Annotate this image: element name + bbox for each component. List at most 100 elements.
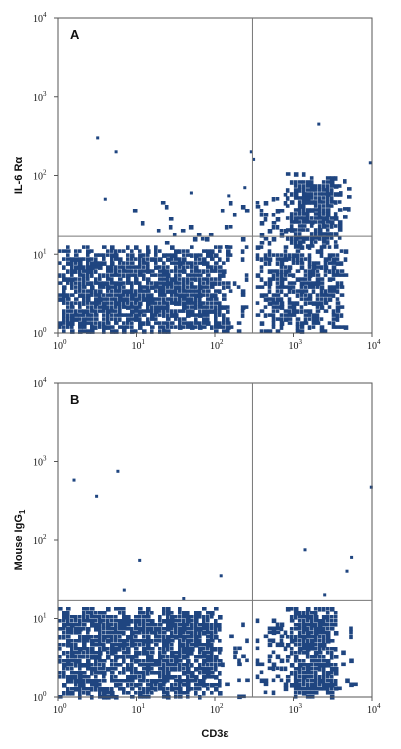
event-cluster-pixel [182, 277, 186, 282]
event-cluster-pixel [305, 184, 311, 188]
event-cluster-pixel [309, 687, 315, 691]
event-cluster-pixel [313, 687, 319, 691]
event-cluster-pixel [110, 301, 114, 305]
event-cluster-pixel [263, 237, 269, 241]
event-cluster-pixel [222, 293, 227, 297]
event-cluster-pixel [313, 188, 318, 192]
event-cluster-pixel [134, 245, 139, 250]
x-tick-label: 101 [132, 702, 146, 716]
event-cluster-pixel [150, 297, 155, 302]
event-cluster-pixel [267, 229, 273, 234]
event-cluster-pixel [174, 667, 178, 672]
event-cluster-pixel [138, 317, 142, 322]
event-cluster-pixel [74, 631, 79, 635]
event-cluster-pixel [267, 630, 273, 635]
event-cluster-pixel [335, 257, 340, 261]
event-cluster-pixel [202, 257, 207, 262]
event-cluster-pixel [106, 687, 110, 692]
event-cluster-pixel [255, 618, 260, 624]
event-cluster-pixel [210, 643, 214, 648]
event-cluster-pixel [325, 639, 331, 644]
event-cluster-pixel [90, 687, 94, 692]
event-cluster-pixel [244, 245, 249, 249]
event-cluster-pixel [186, 277, 190, 282]
event-cluster-pixel [170, 643, 174, 647]
event-cluster-pixel [339, 293, 345, 297]
event-cluster-pixel [283, 285, 289, 289]
event-cluster-pixel [194, 321, 199, 325]
event-cluster-pixel [194, 627, 199, 632]
event-cluster-pixel [287, 313, 293, 317]
event-cluster-pixel [190, 647, 195, 652]
event-cluster-pixel [82, 329, 87, 333]
event-cluster-pixel [198, 643, 203, 647]
event-cluster-pixel [118, 297, 123, 302]
event-cluster-pixel [321, 232, 327, 236]
event-cluster-pixel [309, 631, 314, 635]
event-cluster-pixel [259, 233, 265, 238]
event-cluster-pixel [283, 249, 288, 253]
event-cluster-pixel [102, 615, 106, 619]
event-cluster-pixel [319, 265, 324, 270]
event-cluster-pixel [106, 321, 111, 325]
event-cluster-pixel [66, 691, 71, 696]
event-cluster-pixel [271, 221, 277, 225]
event-cluster-pixel [146, 285, 150, 290]
event-cluster-pixel [311, 321, 317, 325]
event-cluster-pixel [307, 293, 313, 298]
event-cluster-pixel [218, 663, 223, 667]
event-cluster-pixel [311, 313, 317, 318]
event-cluster-pixel [301, 180, 306, 184]
event-cluster-pixel [309, 184, 315, 189]
event-cluster-pixel [94, 679, 99, 684]
event-cluster-pixel [166, 687, 170, 691]
event-cluster-pixel [198, 611, 202, 616]
event-cluster-pixel [70, 293, 75, 297]
event-cluster-pixel [182, 619, 186, 624]
event-cluster-pixel [241, 622, 245, 628]
event-cluster-pixel [90, 643, 95, 647]
event-cluster-pixel [178, 651, 182, 656]
event-cluster-pixel [202, 691, 206, 696]
event-cluster-pixel [190, 623, 194, 628]
event-cluster-pixel [240, 237, 246, 242]
event-cluster-pixel [317, 196, 322, 201]
event-cluster-pixel [295, 257, 300, 262]
event-cluster-pixel [275, 253, 280, 257]
event-cluster-pixel [178, 249, 182, 254]
event-cluster-pixel [142, 651, 147, 656]
event-cluster-pixel [333, 647, 338, 652]
event-cluster-pixel [190, 619, 194, 623]
event-cluster-pixel [297, 216, 303, 220]
event-cluster-pixel [349, 630, 353, 635]
event-cluster-pixel [130, 655, 135, 660]
event-cluster-pixel [134, 647, 139, 651]
event-cluster-pixel [194, 313, 199, 317]
event-cluster-pixel [142, 257, 146, 262]
event-cluster-pixel [166, 253, 171, 257]
event-cluster-pixel [182, 671, 187, 676]
event-cluster-pixel [321, 236, 327, 241]
event-cluster-pixel [114, 639, 118, 643]
event-cluster-pixel [162, 643, 167, 648]
event-cluster-pixel [295, 325, 300, 330]
event-cluster-pixel [325, 220, 331, 224]
event-cluster-pixel [283, 265, 288, 269]
event-cluster-pixel [142, 667, 147, 671]
event-cluster-pixel [118, 647, 122, 652]
event-cluster-pixel [283, 277, 288, 281]
event-cluster-pixel [275, 209, 281, 214]
event-cluster-pixel [122, 623, 127, 628]
event-cluster-pixel [118, 607, 123, 611]
event-cluster-pixel [86, 293, 91, 298]
event-cluster-pixel [102, 253, 106, 258]
event-cluster-pixel [321, 192, 327, 196]
event-cluster-pixel [297, 188, 302, 193]
event-cluster-pixel [343, 325, 349, 330]
event-cluster-pixel [291, 281, 297, 285]
event-cluster-pixel [214, 675, 219, 680]
event-cluster-pixel [106, 305, 110, 310]
event-cluster-pixel [202, 643, 207, 647]
event-cluster-pixel [255, 253, 260, 258]
event-cluster-pixel [158, 635, 162, 639]
